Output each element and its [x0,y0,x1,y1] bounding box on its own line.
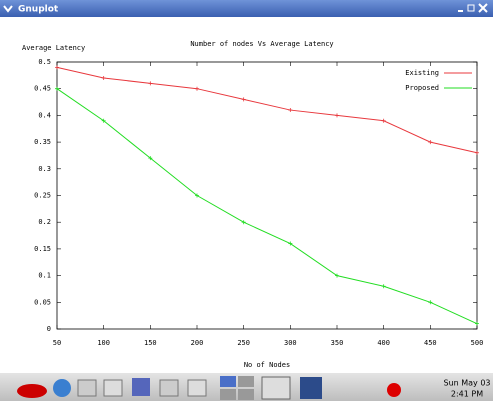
x-tick-label: 250 [237,339,250,347]
minimize-button[interactable] [458,10,463,12]
x-axis-label: No of Nodes [244,361,290,369]
terminal-button[interactable] [300,377,322,399]
y-tick-label: 0.1 [38,272,51,280]
launcher-icon[interactable] [160,380,178,396]
x-tick-label: 100 [97,339,110,347]
y-tick-label: 0.25 [34,192,51,200]
x-tick-label: 200 [191,339,204,347]
x-tick-label: 500 [471,339,484,347]
y-tick-label: 0.05 [34,298,51,306]
workspace-button[interactable] [220,389,236,400]
browser-icon[interactable] [53,379,71,397]
legend-label: Existing [405,69,439,77]
y-tick-label: 0.35 [34,138,51,146]
start-menu-icon[interactable] [17,384,47,398]
clock-time: 2:41 PM [451,390,483,399]
y-tick-label: 0.15 [34,245,51,253]
screen: Gnuplot Number of nodes Vs Average Laten… [0,0,493,401]
x-tick-label: 450 [424,339,437,347]
workspace-button[interactable] [238,389,254,400]
chart-title: Number of nodes Vs Average Latency [190,40,333,48]
x-tick-label: 400 [377,339,390,347]
y-tick-label: 0.2 [38,218,51,226]
y-axis-label: Average Latency [22,44,85,52]
y-tick-label: 0.45 [34,85,51,93]
clock-date: Sun May 03 [443,379,490,388]
x-tick-label: 50 [53,339,61,347]
page: Gnuplot Number of nodes Vs Average Laten… [0,0,493,401]
launcher-icon[interactable] [132,378,150,396]
legend-label: Proposed [405,84,439,92]
x-tick-label: 150 [144,339,157,347]
y-tick-label: 0.3 [38,165,51,173]
y-tick-label: 0 [47,325,51,333]
x-tick-label: 300 [284,339,297,347]
y-tick-label: 0.4 [38,111,51,119]
workspace-button[interactable] [220,376,236,387]
launcher-icon[interactable] [188,380,206,396]
window-button[interactable] [262,377,290,399]
x-tick-label: 350 [331,339,344,347]
workspace-button[interactable] [238,376,254,387]
title-bar [0,0,493,17]
y-tick-label: 0.5 [38,58,51,66]
alert-icon[interactable] [387,383,401,397]
launcher-icon[interactable] [78,380,96,396]
window-title: Gnuplot [18,5,59,15]
launcher-icon[interactable] [104,380,122,396]
